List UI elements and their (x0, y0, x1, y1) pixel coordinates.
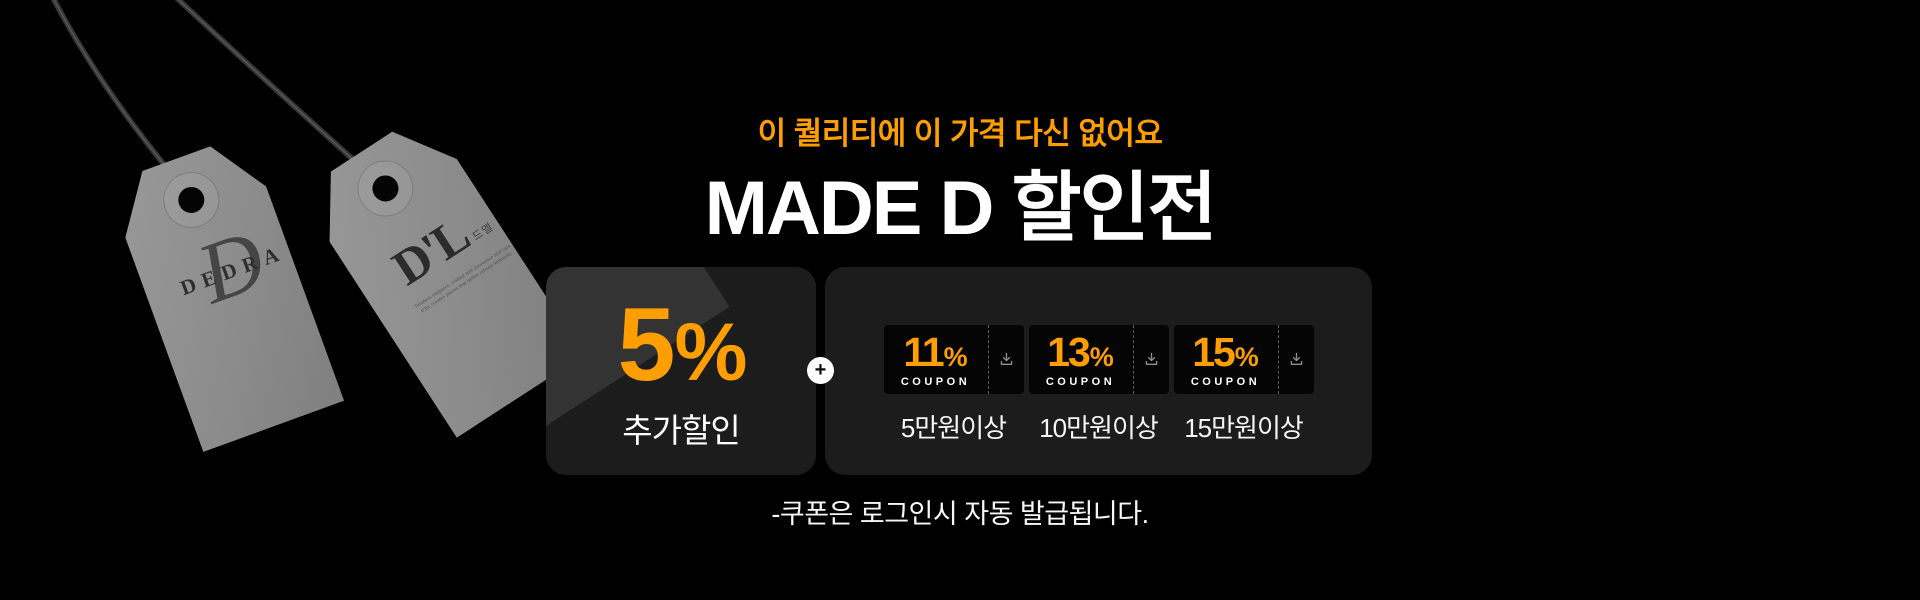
coupon-download-button[interactable] (989, 325, 1024, 394)
extra-discount-number: 5 (617, 286, 676, 403)
extra-discount-percent-sign: % (674, 306, 747, 398)
extra-discount-percent: 5 % (617, 286, 748, 403)
coupon-ticket-11[interactable]: 11 % COUPON (883, 325, 1024, 394)
coupon-download-button[interactable] (1279, 325, 1314, 394)
coupon-ticket-body: 11 % COUPON (884, 325, 988, 394)
coupon-perforation-line (987, 325, 989, 394)
plus-icon: + (814, 359, 827, 381)
coupon-condition: 10만원이상 (1039, 413, 1159, 443)
coupon-card: 11 % COUPON 13 (825, 267, 1372, 475)
download-icon (1290, 352, 1302, 365)
coupon-percent: 13 (1047, 328, 1091, 375)
coupon-ticket-15[interactable]: 15 % COUPON (1173, 325, 1314, 394)
coupon-ticket-13[interactable]: 13 % COUPON (1028, 325, 1169, 394)
coupon-tickets-row: 11 % COUPON 13 (825, 325, 1372, 394)
coupon-percent-sign: % (943, 341, 968, 372)
coupon-ticket-body: 13 % COUPON (1029, 325, 1133, 394)
download-icon (1145, 352, 1157, 365)
coupon-perforation-line (1277, 325, 1279, 394)
download-icon (1000, 352, 1012, 365)
coupon-ticket-body: 15 % COUPON (1174, 325, 1278, 394)
coupon-condition: 15만원이상 (1184, 413, 1304, 443)
plus-separator: + (807, 357, 834, 384)
promo-title: MADE D 할인전 (704, 166, 1218, 251)
coupon-percent-sign: % (1234, 341, 1259, 372)
coupon-perforation-line (1132, 325, 1134, 394)
coupon-word: COUPON (900, 375, 971, 388)
coupon-word: COUPON (1045, 375, 1116, 388)
extra-discount-card: 5 % 추가할인 (546, 267, 816, 475)
coupon-condition: 5만원이상 (900, 413, 1007, 443)
extra-discount-label: 추가할인 (622, 412, 740, 450)
coupon-percent-sign: % (1089, 341, 1114, 372)
promo-subtitle: 이 퀄리티에 이 가격 다신 없어요 (757, 116, 1163, 151)
coupon-download-button[interactable] (1134, 325, 1169, 394)
coupon-footnote: -쿠폰은 로그인시 자동 발급됩니다. (771, 499, 1149, 529)
coupon-percent: 15 (1192, 328, 1236, 375)
coupon-word: COUPON (1190, 375, 1261, 388)
coupon-conditions-row: 5만원이상 10만원이상 15만원이상 (825, 408, 1372, 445)
coupon-percent: 11 (903, 328, 944, 375)
